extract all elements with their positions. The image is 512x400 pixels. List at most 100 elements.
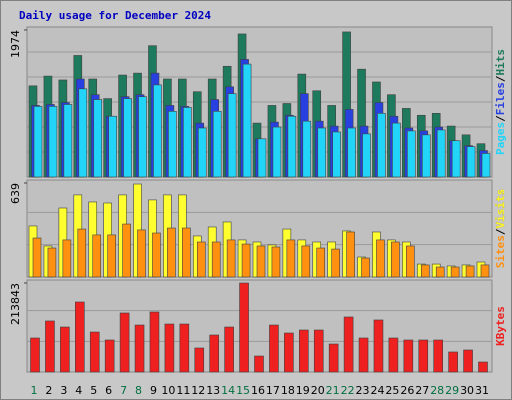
bar: [164, 323, 175, 373]
bar: [107, 234, 116, 278]
bar: [313, 329, 324, 373]
bar: [168, 111, 177, 178]
bar: [391, 241, 400, 278]
bar: [271, 246, 281, 278]
bar: [167, 227, 176, 278]
bar: [63, 104, 73, 178]
bar: [30, 337, 40, 373]
bar: [104, 339, 115, 373]
x-tick-label: 27: [415, 384, 429, 397]
x-tick-label: 18: [281, 384, 295, 397]
bar: [123, 98, 132, 178]
bar: [209, 334, 219, 373]
bar: [301, 245, 311, 278]
y-tick-label: 213843: [9, 283, 22, 325]
bar: [108, 115, 117, 178]
x-tick-label: 9: [150, 384, 157, 397]
bar: [478, 361, 488, 373]
x-tick-label: 7: [120, 384, 127, 397]
bar: [298, 329, 309, 373]
bar: [466, 146, 476, 178]
x-tick-label: 12: [191, 384, 205, 397]
legend-entry: Sites: [494, 235, 507, 268]
bar: [48, 106, 58, 178]
x-tick-label: 30: [460, 384, 474, 397]
legend-entry: Visits: [494, 189, 507, 229]
bar: [77, 228, 87, 278]
bar: [328, 343, 339, 373]
bar: [224, 326, 234, 373]
bar: [347, 127, 356, 178]
legend-entry: Files: [494, 82, 507, 115]
bar: [392, 122, 401, 178]
bar: [62, 239, 72, 278]
x-tick-label: 6: [105, 384, 112, 397]
bar: [463, 349, 473, 373]
x-tick-label: 19: [296, 384, 310, 397]
bar: [92, 234, 102, 278]
legend-entry: Pages: [494, 122, 507, 155]
bar: [284, 332, 294, 373]
bar: [465, 265, 475, 278]
bar: [153, 84, 162, 178]
x-tick-label: 17: [266, 384, 280, 397]
legend: Sites/Visits: [494, 189, 507, 269]
x-tick-label: 28: [430, 384, 444, 397]
x-tick-label: 11: [176, 384, 190, 397]
bar: [149, 311, 160, 373]
x-tick-label: 4: [75, 384, 82, 397]
bar: [316, 247, 326, 278]
x-tick-label: 26: [400, 384, 414, 397]
bar: [269, 324, 279, 373]
legend-entry: Hits: [494, 49, 507, 76]
x-tick-label: 22: [341, 384, 355, 397]
legend-separator: /: [494, 228, 507, 235]
bar: [435, 266, 445, 278]
bar: [211, 241, 221, 278]
x-tick-label: 3: [60, 384, 67, 397]
legend-entry: KBytes: [494, 306, 507, 346]
x-tick-label: 15: [236, 384, 250, 397]
legend: KBytes: [494, 306, 507, 346]
bar: [448, 351, 458, 373]
bar: [45, 320, 55, 373]
x-tick-label: 8: [135, 384, 142, 397]
bar: [450, 266, 460, 278]
bar: [436, 129, 446, 178]
bar: [403, 339, 414, 373]
bar: [343, 316, 354, 373]
bar: [272, 126, 282, 178]
bar: [358, 337, 369, 373]
x-tick-label: 25: [385, 384, 399, 397]
x-tick-label: 5: [90, 384, 97, 397]
bar: [197, 127, 207, 178]
bar: [481, 153, 491, 178]
bar: [256, 245, 266, 278]
bar: [137, 229, 146, 278]
bar: [451, 140, 461, 178]
bar: [138, 96, 147, 178]
bar: [418, 339, 429, 373]
x-tick-label: 23: [356, 384, 370, 397]
bar: [433, 339, 444, 373]
bar: [317, 127, 327, 178]
bar: [239, 282, 249, 373]
bar: [362, 133, 371, 178]
bar: [182, 227, 191, 278]
bar: [480, 264, 490, 278]
bar: [254, 355, 264, 373]
x-tick-label: 1: [31, 384, 38, 397]
bar: [196, 241, 206, 278]
x-tick-label: 21: [326, 384, 340, 397]
bar: [286, 239, 296, 278]
bar: [33, 106, 43, 178]
bar: [302, 120, 312, 178]
bar: [179, 323, 190, 373]
x-tick-label: 14: [221, 384, 235, 397]
bar: [420, 264, 430, 278]
bar: [226, 239, 236, 278]
bar: [407, 130, 416, 178]
x-tick-label: 10: [161, 384, 175, 397]
bar: [257, 138, 267, 178]
bar: [75, 301, 85, 373]
